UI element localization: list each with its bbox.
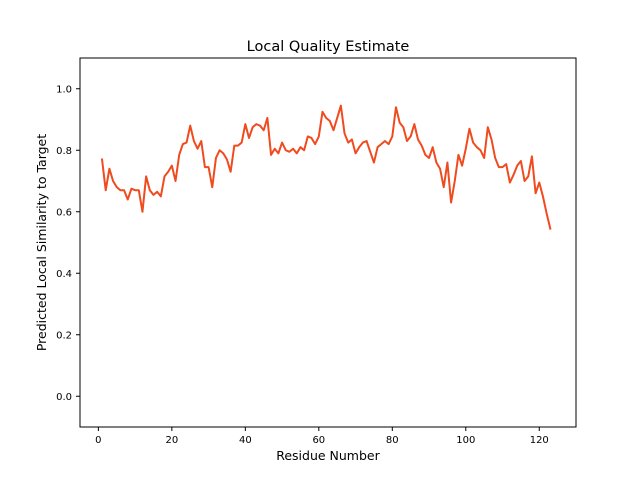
x-tick-label: 80 bbox=[386, 435, 399, 446]
x-axis-label: Residue Number bbox=[276, 448, 380, 463]
y-tick-label: 0.2 bbox=[56, 330, 72, 341]
y-tick-label: 0.4 bbox=[56, 269, 72, 280]
y-tick-label: 0.0 bbox=[56, 392, 72, 403]
x-tick-label: 100 bbox=[456, 435, 475, 446]
axes-frame bbox=[79, 57, 577, 428]
x-axis: 0 20 40 60 80 100 120 bbox=[95, 427, 549, 446]
x-tick-label: 0 bbox=[95, 435, 101, 446]
x-tick-label: 40 bbox=[239, 435, 252, 446]
y-tick-label: 1.0 bbox=[56, 84, 72, 95]
chart-title: Local Quality Estimate bbox=[247, 39, 410, 55]
y-axis: 0.0 0.2 0.4 0.6 0.8 1.0 bbox=[56, 84, 80, 403]
plot-area bbox=[100, 104, 552, 230]
series-line-0 bbox=[100, 104, 552, 230]
x-tick-label: 60 bbox=[312, 435, 325, 446]
x-tick-label: 20 bbox=[165, 435, 178, 446]
y-tick-label: 0.8 bbox=[56, 146, 72, 157]
y-axis-label: Predicted Local Similarity to Target bbox=[34, 134, 49, 351]
y-tick-label: 0.6 bbox=[56, 207, 72, 218]
x-tick-label: 120 bbox=[530, 435, 549, 446]
